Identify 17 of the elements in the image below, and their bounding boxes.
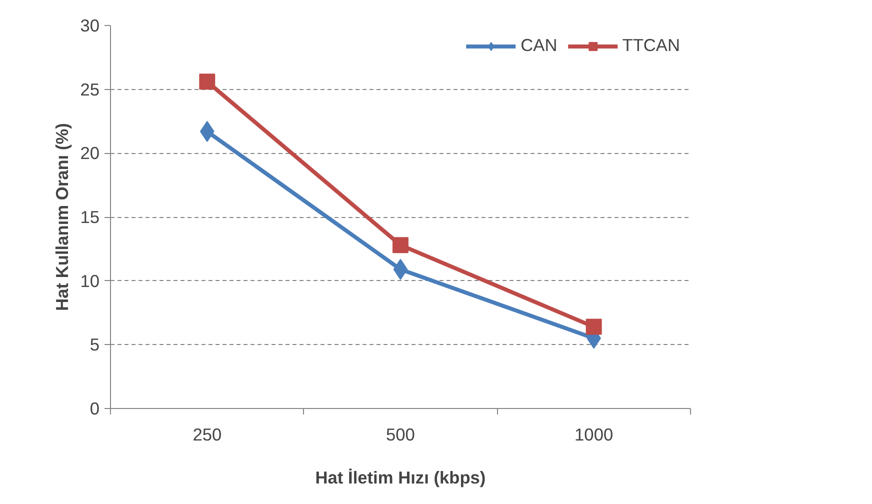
- point: [392, 237, 408, 254]
- legend-label: TTCAN: [622, 35, 680, 56]
- legend-label: CAN: [520, 35, 558, 56]
- x-axis-title: Hat İletim Hızı (kbps): [315, 468, 486, 488]
- x-tick-label: 500: [386, 424, 415, 444]
- point: [586, 318, 602, 335]
- point: [199, 74, 216, 90]
- y-tick-label: 25: [80, 79, 100, 100]
- x-tick-label: 1000: [574, 424, 614, 444]
- y-tick-label: 20: [80, 143, 100, 164]
- x-tick-label: 250: [192, 424, 222, 444]
- y-tick-label: 10: [80, 270, 100, 291]
- y-tick-label: 0: [90, 398, 100, 418]
- y-tick-label: 30: [80, 16, 100, 36]
- y-tick-label: 15: [80, 207, 100, 227]
- y-tick-label: 5: [90, 334, 100, 355]
- y-axis-title: Hat Kullanım Oranı (%): [52, 123, 72, 311]
